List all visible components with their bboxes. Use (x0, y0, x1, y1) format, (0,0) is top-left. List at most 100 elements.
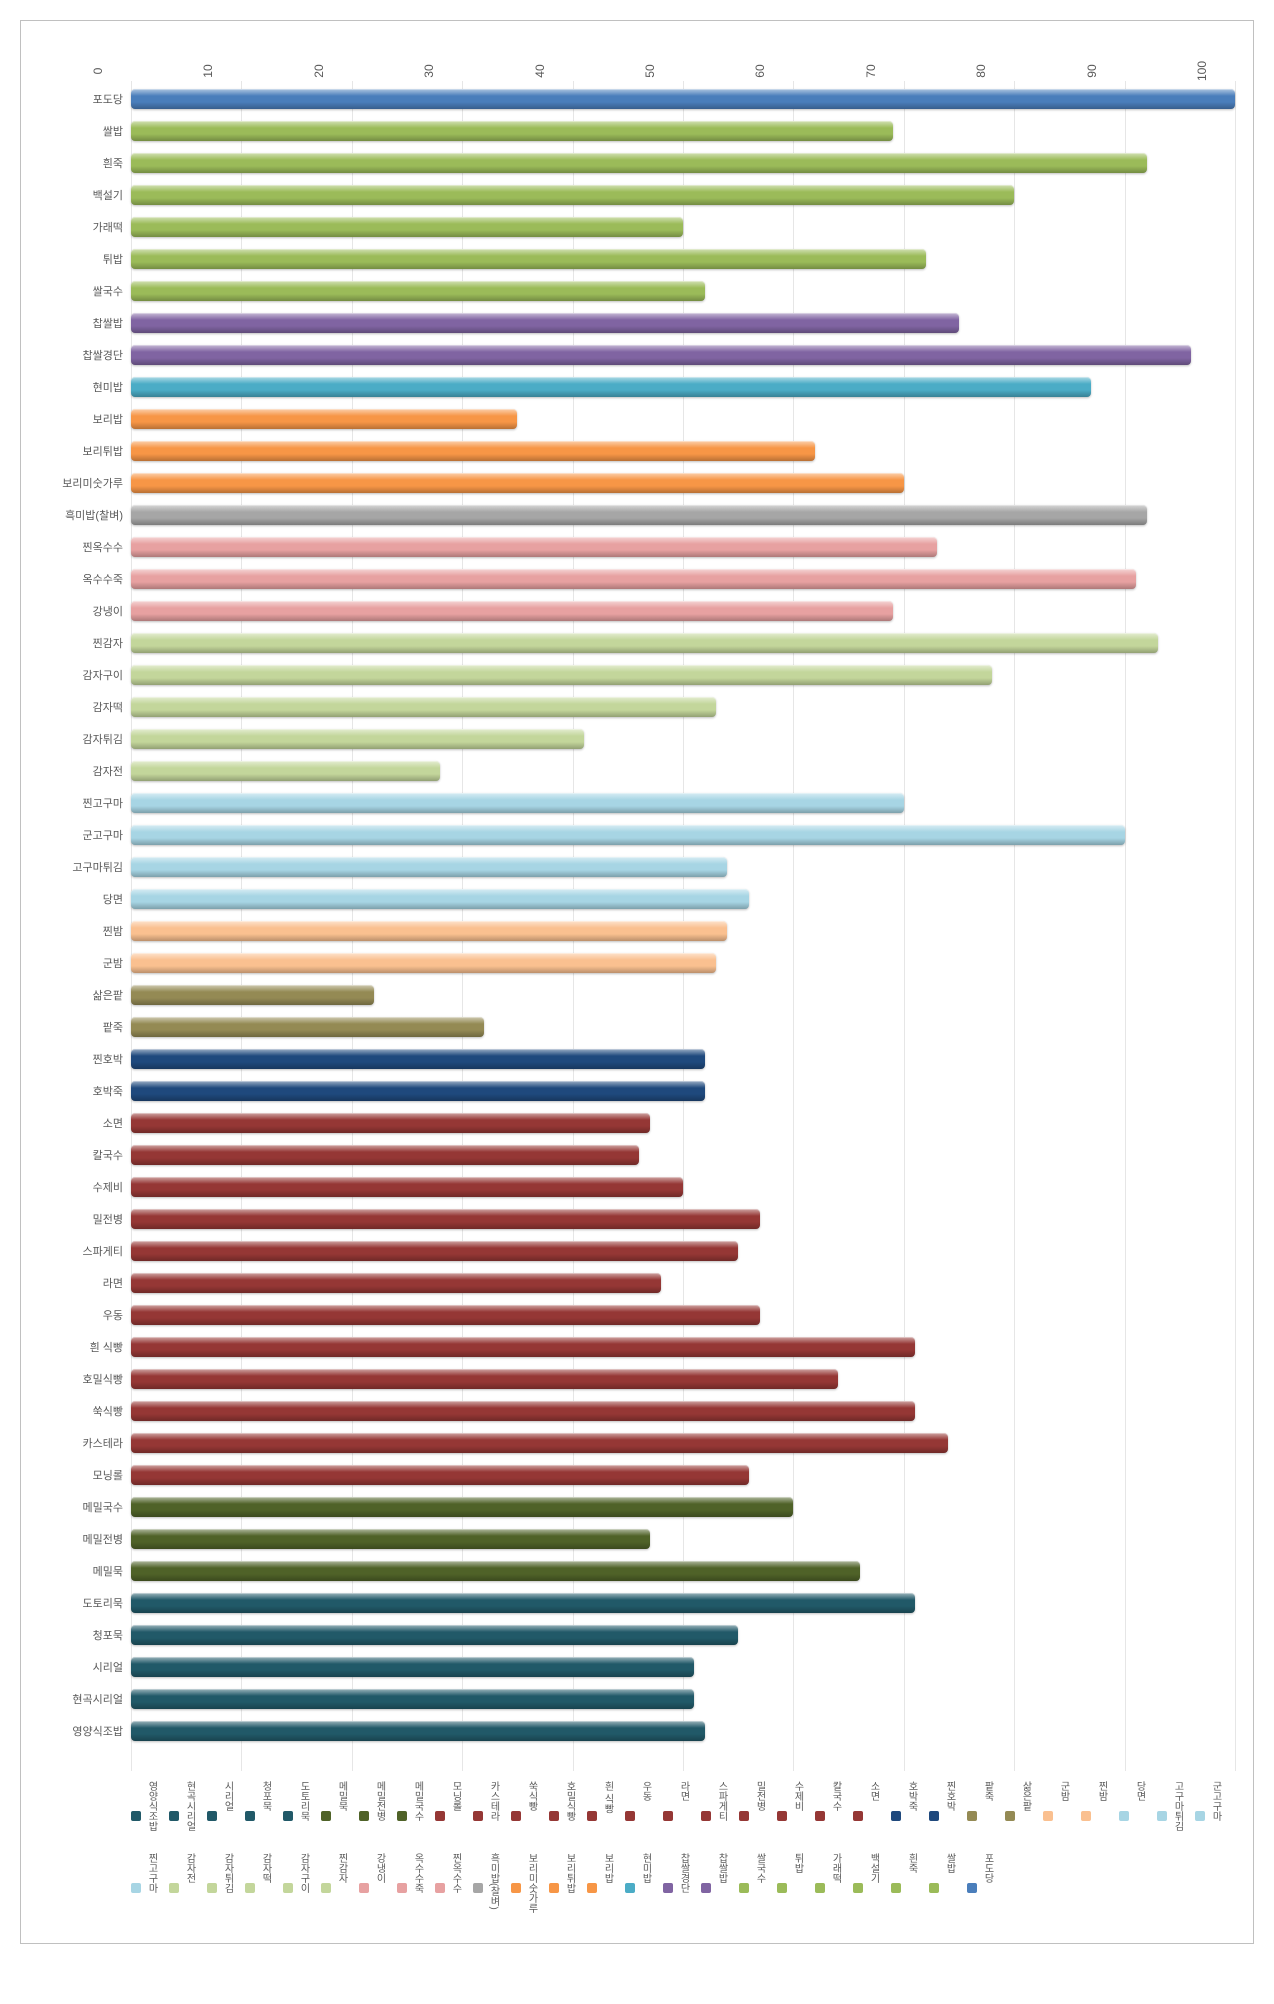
legend-swatch (511, 1883, 521, 1893)
bar-row: 옥수수죽 (131, 569, 1233, 589)
bar (131, 441, 815, 461)
legend-item: 보리밥 (587, 1853, 615, 1923)
legend-label: 찹쌀경단 (676, 1853, 691, 1923)
bar (131, 761, 440, 781)
bar-label: 군밤 (103, 955, 123, 971)
bar (131, 953, 716, 973)
bar-label: 청포묵 (93, 1627, 123, 1643)
bar-label: 가래떡 (93, 219, 123, 235)
legend-swatch (511, 1811, 521, 1821)
bar-row: 수제비 (131, 1177, 1233, 1197)
legend-item: 옥수수죽 (397, 1853, 425, 1923)
bar (131, 665, 992, 685)
bars-container: 포도당쌀밥흰죽백설기가래떡튀밥쌀국수찹쌀밥찹쌀경단현미밥보리밥보리튀밥보리미숫가… (131, 81, 1233, 1771)
bar-label: 호밀식빵 (83, 1371, 123, 1387)
legend-swatch (587, 1883, 597, 1893)
bar (131, 1689, 694, 1709)
legend-swatch (435, 1883, 445, 1893)
legend-label: 메밀전병 (372, 1781, 387, 1851)
bar (131, 505, 1147, 525)
legend-swatch (169, 1811, 179, 1821)
bar-row: 호밀식빵 (131, 1369, 1233, 1389)
bar-row: 모닝롤 (131, 1465, 1233, 1485)
legend-item: 우동 (625, 1781, 653, 1851)
legend-swatch (397, 1811, 407, 1821)
legend-item: 소면 (853, 1781, 881, 1851)
bar-row: 군고구마 (131, 825, 1233, 845)
legend-label: 강냉이 (372, 1853, 387, 1923)
bar (131, 377, 1091, 397)
legend-item: 보리튀밥 (549, 1853, 577, 1923)
legend-label: 감자구이 (296, 1853, 311, 1923)
bar-row: 메밀국수 (131, 1497, 1233, 1517)
gridline (1235, 81, 1236, 1771)
legend-label: 수제비 (790, 1781, 805, 1851)
legend-item: 고구마튀김 (1157, 1781, 1185, 1851)
legend-label: 찐호박 (942, 1781, 957, 1851)
bar-row: 찐옥수수 (131, 537, 1233, 557)
bar-row: 청포묵 (131, 1625, 1233, 1645)
bar-row: 찐감자 (131, 633, 1233, 653)
legend-label: 군밤 (1056, 1781, 1071, 1851)
bar-row: 흰죽 (131, 153, 1233, 173)
bar-label: 우동 (103, 1307, 123, 1323)
legend-swatch (777, 1811, 787, 1821)
bar-label: 포도당 (93, 91, 123, 107)
legend-swatch (777, 1883, 787, 1893)
legend-label: 감자전 (182, 1853, 197, 1923)
bar-row: 튀밥 (131, 249, 1233, 269)
legend-item: 삶은팥 (1005, 1781, 1033, 1851)
bar (131, 1273, 661, 1293)
legend-swatch (245, 1811, 255, 1821)
bar (131, 1465, 749, 1485)
bar (131, 633, 1158, 653)
legend-swatch (967, 1811, 977, 1821)
bar-label: 흰죽 (103, 155, 123, 171)
legend-swatch (359, 1883, 369, 1893)
bar-label: 감자전 (93, 763, 123, 779)
legend-swatch (435, 1811, 445, 1821)
legend-swatch (625, 1811, 635, 1821)
bar (131, 1433, 948, 1453)
legend-item: 찐고구마 (131, 1853, 159, 1923)
bar (131, 1337, 915, 1357)
bar-label: 찐밤 (103, 923, 123, 939)
bar-row: 찐호박 (131, 1049, 1233, 1069)
bar-row: 강냉이 (131, 601, 1233, 621)
bar-label: 쌀국수 (93, 283, 123, 299)
bar-label: 찐고구마 (83, 795, 123, 811)
bar-label: 메밀묵 (93, 1563, 123, 1579)
legend-item: 튀밥 (777, 1853, 805, 1923)
bar (131, 313, 959, 333)
legend-item: 군밤 (1043, 1781, 1071, 1851)
legend-item: 군고구마 (1195, 1781, 1223, 1851)
bar-row: 팥죽 (131, 1017, 1233, 1037)
legend-item: 수제비 (777, 1781, 805, 1851)
bar-label: 카스테라 (83, 1435, 123, 1451)
bar-row: 메밀묵 (131, 1561, 1233, 1581)
bar-row: 포도당 (131, 89, 1233, 109)
legend-item: 찹쌀경단 (663, 1853, 691, 1923)
legend-label: 백설기 (866, 1853, 881, 1923)
bar-row: 영양식조밥 (131, 1721, 1233, 1741)
legend-swatch (587, 1811, 597, 1821)
legend-swatch (853, 1883, 863, 1893)
bar (131, 1369, 838, 1389)
legend-item: 가래떡 (815, 1853, 843, 1923)
legend-label: 팥죽 (980, 1781, 995, 1851)
legend-item: 쌀밥 (929, 1853, 957, 1923)
legend-swatch (853, 1811, 863, 1821)
legend-label: 밀전병 (752, 1781, 767, 1851)
bar-label: 보리튀밥 (83, 443, 123, 459)
bar-row: 감자떡 (131, 697, 1233, 717)
legend-item: 찐호박 (929, 1781, 957, 1851)
legend-label: 도토리묵 (296, 1781, 311, 1851)
bar-label: 감자떡 (93, 699, 123, 715)
bar (131, 1081, 705, 1101)
legend-swatch (739, 1811, 749, 1821)
bar-label: 메밀국수 (83, 1499, 123, 1515)
bar-label: 도토리묵 (83, 1595, 123, 1611)
bar (131, 1305, 760, 1325)
legend-label: 튀밥 (790, 1853, 805, 1923)
legend-swatch (625, 1883, 635, 1893)
